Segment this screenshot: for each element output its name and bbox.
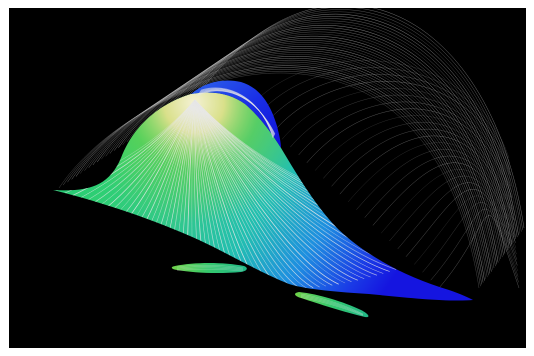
fin-streamlines [176,264,364,316]
surface-streamline [194,99,307,289]
flow-visualization [9,8,526,348]
wake-streamline [79,63,487,279]
surface-streamline [194,99,397,270]
surface-streamline [194,99,390,272]
dome-surface [191,80,281,148]
surface-streamline [194,99,301,290]
wake-streamline [58,72,480,289]
surface-streamline [194,99,371,278]
surface-streamline [194,99,365,279]
wake-streamline [422,202,519,277]
wake-streamline [67,69,482,285]
wake-streamline [397,182,518,260]
surface-render [53,8,525,318]
surface-streamline [194,99,327,287]
fin-streamline [300,295,364,315]
stagnation-highlight [53,92,473,301]
wake-streamline [71,67,484,283]
surface-streamline [194,99,352,282]
wake-streamline [438,215,520,289]
fin-streamline [300,296,364,316]
dome-streamline [200,87,274,139]
wake-streamline [414,195,518,272]
surface-streamline [194,99,384,274]
wake-streamline [75,65,485,281]
fin-streamline [300,293,364,315]
fin-streamline [176,268,244,272]
wake-streamline [306,108,513,198]
wake-streamline [62,70,481,287]
surface-streamline [194,99,320,288]
wake-streamline [430,209,519,283]
surface-streamline [194,99,339,285]
surface-streamline [194,99,378,276]
wake-streamline [347,142,515,226]
fin-streamline [300,297,364,316]
surface-streamline [194,99,295,290]
wake-streamline [323,122,514,209]
surface-streamline [194,99,288,290]
wake-streamline [331,128,514,215]
surface-streamline [194,99,314,289]
surface-streamline [194,99,358,281]
fin-streamline [176,266,244,270]
surface-streamline [194,99,346,284]
fin-streamline [176,264,244,269]
fin-streamline [176,267,244,271]
surface-streamline [194,99,333,286]
wake-streamline [405,189,518,266]
dome-streamlines [196,87,276,139]
